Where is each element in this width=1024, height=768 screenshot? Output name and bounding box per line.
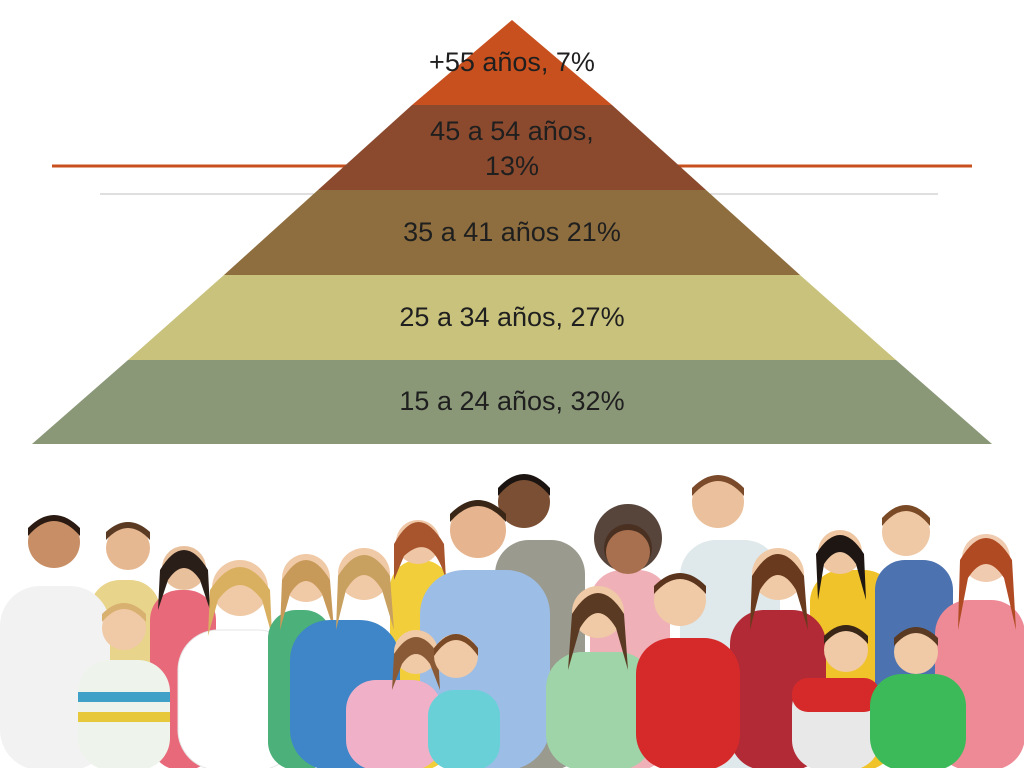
person-figure xyxy=(870,627,966,768)
tier-label-15-24: 15 a 24 años, 32% xyxy=(399,386,625,416)
pyramid-tier-15-24 xyxy=(32,360,992,444)
tier-label-45-54-line1: 45 a 54 años, xyxy=(430,116,594,146)
tier-label-55-plus: +55 años, 7% xyxy=(429,47,595,77)
person-figure xyxy=(177,560,299,768)
tier-label-45-54-line2: 13% xyxy=(484,151,540,181)
tier-label-25-34: 25 a 34 años, 27% xyxy=(399,302,625,332)
pyramid-tier-35-41 xyxy=(224,190,800,275)
pyramid-tier-45-54 xyxy=(318,105,706,190)
person-figure xyxy=(78,603,170,768)
person-figure xyxy=(346,630,442,768)
pyramid-tier-55-plus xyxy=(412,20,612,105)
group-of-people-photo xyxy=(0,474,1024,768)
tier-label-35-41: 35 a 41 años 21% xyxy=(403,217,621,247)
person-figure xyxy=(792,625,880,768)
person-figure xyxy=(636,573,740,768)
people-figures xyxy=(0,474,1024,768)
pyramid-tier-25-34 xyxy=(128,275,896,360)
person-figure xyxy=(428,634,500,768)
age-pyramid xyxy=(32,20,992,444)
person-figure xyxy=(546,586,654,768)
